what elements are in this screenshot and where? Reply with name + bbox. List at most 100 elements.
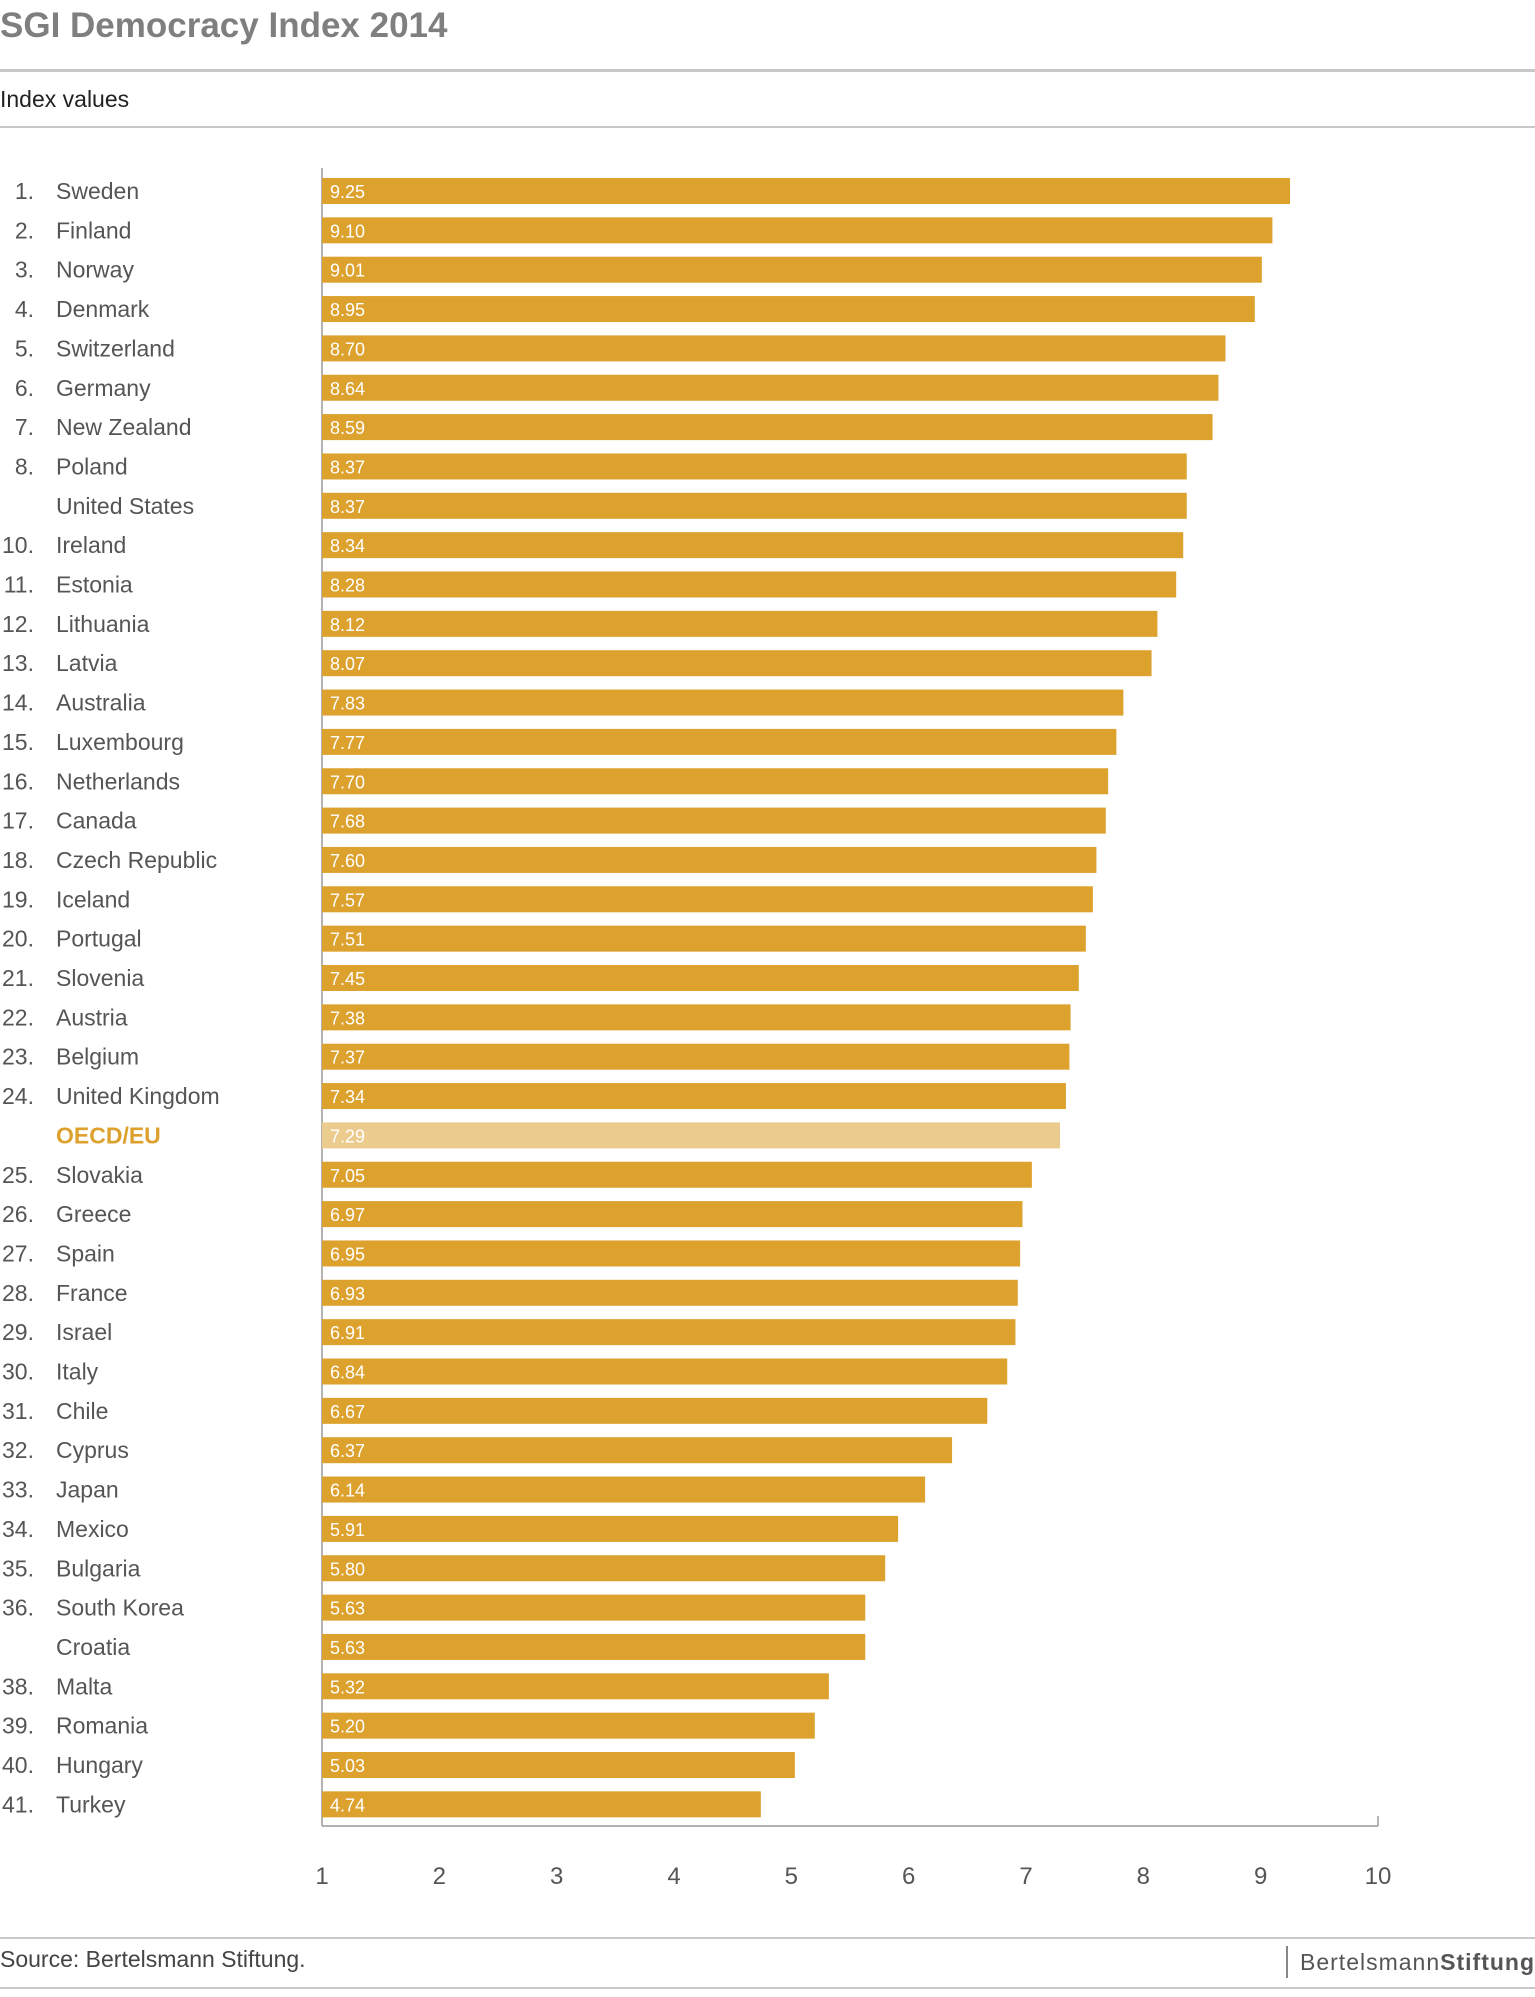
bar-value-label: 8.95 (330, 300, 365, 320)
bar-value-label: 9.25 (330, 182, 365, 202)
bar-value-label: 6.84 (330, 1363, 365, 1383)
bar (322, 1515, 899, 1542)
bar (322, 256, 1262, 283)
bar (322, 374, 1219, 401)
bar (322, 1712, 815, 1739)
bar-value-label: 6.93 (330, 1284, 365, 1304)
row-rank: 30. (2, 1359, 34, 1385)
row-rank: 7. (15, 414, 34, 440)
bar-chart: 1 2 3 4 5 6 7 8 9 10 1. Sweden 9.25 2. Finland 9.10 3. No… (2, 168, 1392, 1890)
bar-value-label: 7.77 (330, 733, 365, 753)
bar (322, 414, 1213, 441)
row-rank: 12. (2, 611, 34, 637)
row-rank: 39. (2, 1713, 34, 1739)
bar (322, 728, 1117, 755)
row-label: Sweden (56, 178, 139, 204)
row-label-highlight: OECD/EU (56, 1122, 161, 1148)
footer-divider-bottom (0, 1987, 1535, 1989)
row-label: Israel (56, 1319, 112, 1345)
bar (322, 1043, 1070, 1070)
x-tick-label: 10 (1365, 1863, 1392, 1890)
bar (322, 1319, 1016, 1346)
row-rank: 34. (2, 1516, 34, 1542)
bar-highlight (322, 1122, 1061, 1149)
bar (322, 1279, 1018, 1306)
bar-value-label: 7.29 (330, 1126, 365, 1146)
row-rank: 29. (2, 1319, 34, 1345)
bar-value-label: 9.10 (330, 221, 365, 241)
x-tick-label: 8 (1137, 1863, 1150, 1890)
bar (322, 1397, 988, 1424)
row-label: Finland (56, 217, 131, 243)
bar-value-label: 4.74 (330, 1795, 365, 1815)
bar-value-label: 5.20 (330, 1717, 365, 1737)
bar-value-label: 7.70 (330, 772, 365, 792)
row-label: Bulgaria (56, 1555, 141, 1581)
bar-value-label: 5.80 (330, 1559, 365, 1579)
bar-value-label: 8.12 (330, 615, 365, 635)
bar-value-label: 5.32 (330, 1677, 365, 1697)
row-label: Spain (56, 1240, 115, 1266)
bar-value-label: 7.45 (330, 969, 365, 989)
bar (322, 335, 1226, 362)
bar (322, 1555, 886, 1582)
bertelsmann-logo: BertelsmannStiftung (1286, 1946, 1535, 1978)
row-rank: 15. (2, 729, 34, 755)
chart-subtitle: Index values (0, 86, 130, 112)
bar-value-label: 8.70 (330, 339, 365, 359)
row-rank: 3. (15, 257, 34, 283)
bar-value-label: 8.07 (330, 654, 365, 674)
bar (322, 1240, 1021, 1267)
row-rank: 41. (2, 1791, 34, 1817)
chart-title: SGI Democracy Index 2014 (0, 6, 448, 45)
bar-value-label: 5.03 (330, 1756, 365, 1776)
bar (322, 1594, 866, 1621)
x-tick-label: 6 (902, 1863, 915, 1890)
row-rank: 1. (15, 178, 34, 204)
bar-value-label: 8.64 (330, 379, 365, 399)
row-label: Canada (56, 808, 137, 834)
bar (322, 296, 1255, 323)
bar (322, 689, 1124, 716)
bar (322, 610, 1158, 637)
bar-value-label: 7.60 (330, 851, 365, 871)
row-rank: 6. (15, 375, 34, 401)
bar-value-label: 9.01 (330, 261, 365, 281)
bar (322, 965, 1079, 991)
x-tick-label: 3 (550, 1863, 563, 1890)
row-label: Australia (56, 690, 146, 716)
bar (322, 571, 1177, 598)
bar-value-label: 7.38 (330, 1008, 365, 1028)
bar-value-label: 6.67 (330, 1402, 365, 1422)
bar-value-label: 7.68 (330, 812, 365, 832)
row-label: Chile (56, 1398, 108, 1424)
source-note: Source: Bertelsmann Stiftung. (0, 1946, 306, 1972)
row-rank: 31. (2, 1398, 34, 1424)
row-label: Japan (56, 1477, 119, 1503)
bar (322, 1161, 1032, 1188)
row-label: United States (56, 493, 194, 519)
bar (322, 1476, 926, 1503)
bar (322, 492, 1187, 519)
row-label: Czech Republic (56, 847, 217, 873)
row-label: New Zealand (56, 414, 192, 440)
bar-value-label: 7.83 (330, 694, 365, 714)
row-rank: 24. (2, 1083, 34, 1109)
bar-value-label: 8.37 (330, 497, 365, 517)
row-rank: 21. (2, 965, 34, 991)
x-tick-label: 1 (315, 1863, 328, 1890)
x-tick-label: 5 (785, 1863, 798, 1890)
row-label: Iceland (56, 886, 130, 912)
bar-value-label: 7.51 (330, 930, 365, 950)
bar (322, 1358, 1008, 1385)
row-rank: 28. (2, 1280, 34, 1306)
bar-value-label: 5.91 (330, 1520, 365, 1540)
row-rank: 17. (2, 808, 34, 834)
row-label: Ireland (56, 532, 126, 558)
bar (322, 178, 1290, 204)
row-label: Switzerland (56, 335, 175, 361)
row-label: Croatia (56, 1634, 130, 1660)
bar (322, 1791, 761, 1818)
row-rank: 18. (2, 847, 34, 873)
bar (322, 1633, 866, 1660)
